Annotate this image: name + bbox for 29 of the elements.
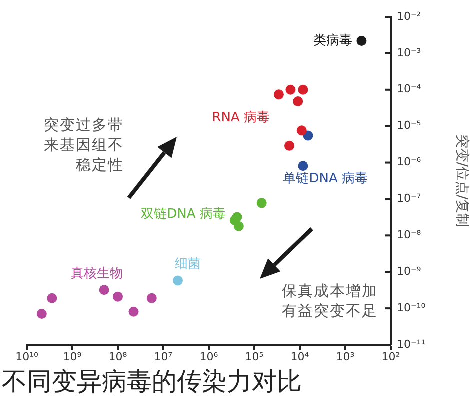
- series-label: RNA 病毒: [212, 110, 270, 126]
- y-tick-label: 10⁻⁴: [397, 82, 422, 96]
- y-tick-label: 10⁻⁵: [397, 119, 422, 132]
- annotation: 保真成本增加有益突变不足: [282, 281, 379, 321]
- x-tick-label: 10⁹: [63, 350, 82, 364]
- y-tick-label: 10⁻²: [397, 10, 422, 23]
- y-axis-title: 突变/位点/复制: [454, 134, 470, 228]
- y-tick-label: 10⁻⁶: [397, 156, 422, 169]
- x-tick-label: 10⁷: [154, 350, 173, 364]
- y-tick-label: 10⁻⁷: [397, 192, 422, 206]
- text: 不同变异病毒的传染力对比: [2, 367, 302, 397]
- y-tick-label: 10⁻³: [397, 46, 422, 60]
- series-label: 细菌: [175, 257, 202, 272]
- x-tick-label: 10²: [382, 350, 400, 364]
- y-tick-label: 10⁻⁸: [397, 228, 422, 242]
- x-tick-label: 10³: [336, 350, 355, 364]
- annotation: 突变过多带来基因组不稳定性: [44, 115, 124, 175]
- series-label: 真核生物: [70, 266, 123, 282]
- series-label: 类病毒: [314, 33, 353, 48]
- x-tick-label: 10⁵: [245, 350, 264, 364]
- series-label: 双链DNA 病毒: [141, 207, 226, 222]
- y-tick-label: 10⁻¹⁰: [397, 301, 426, 314]
- series-label: 单链DNA 病毒: [283, 171, 368, 186]
- x-tick-label: 10¹⁰: [16, 350, 39, 364]
- x-tick-label: 10⁴: [290, 350, 310, 364]
- x-tick-label: 10⁶: [200, 350, 219, 364]
- x-tick-label: 10⁸: [108, 350, 128, 364]
- y-tick-label: 10⁻¹¹: [397, 338, 426, 351]
- y-tick-label: 10⁻⁹: [397, 264, 422, 278]
